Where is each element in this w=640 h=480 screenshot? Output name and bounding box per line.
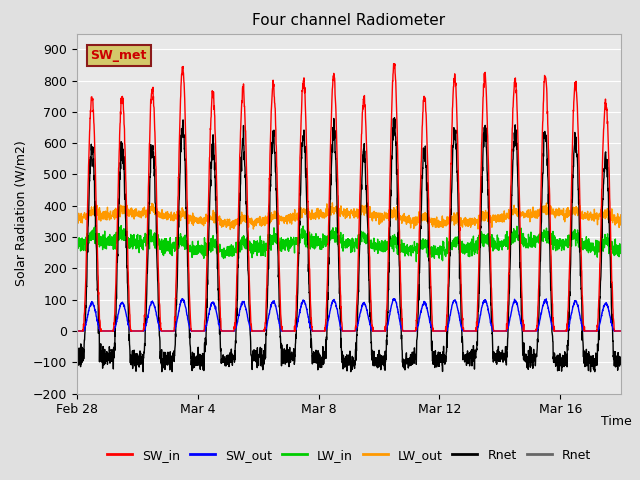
LW_in	[117, 223, 125, 228]
Rnet	[140, 369, 147, 374]
LW_in	[412, 259, 420, 264]
SW_out	[179, 296, 186, 301]
SW_out	[125, 326, 133, 332]
LW_in	[547, 231, 555, 237]
Rnet	[194, 355, 202, 360]
SW_in	[390, 61, 397, 67]
LW_out	[193, 218, 201, 224]
SW_in	[73, 328, 81, 334]
SW_out	[159, 328, 166, 334]
LW_out	[367, 213, 374, 219]
X-axis label: Time: Time	[601, 415, 632, 428]
Line: Rnet: Rnet	[77, 118, 621, 372]
Rnet	[125, 341, 133, 347]
LW_in	[366, 238, 374, 244]
LW_in	[194, 243, 202, 249]
SW_out	[194, 328, 202, 334]
Rnet	[271, 149, 278, 155]
Legend: SW_in, SW_out, LW_in, LW_out, Rnet, Rnet: SW_in, SW_out, LW_in, LW_out, Rnet, Rnet	[102, 444, 596, 467]
Line: LW_out: LW_out	[77, 203, 621, 229]
Rnet	[366, 310, 374, 316]
LW_out	[227, 227, 234, 232]
SW_out	[366, 322, 374, 328]
LW_in	[73, 240, 81, 245]
Line: LW_in: LW_in	[77, 226, 621, 262]
Line: SW_in: SW_in	[77, 64, 621, 331]
LW_out	[159, 215, 166, 221]
Rnet	[547, 284, 555, 289]
LW_in	[126, 242, 134, 248]
SW_in	[617, 328, 625, 334]
SW_in	[193, 328, 201, 334]
SW_in	[547, 239, 554, 245]
Title: Four channel Radiometer: Four channel Radiometer	[252, 13, 445, 28]
LW_out	[547, 208, 555, 214]
LW_out	[125, 210, 133, 216]
Rnet	[390, 115, 398, 120]
SW_out	[547, 318, 554, 324]
LW_out	[328, 200, 336, 206]
SW_out	[617, 328, 625, 334]
SW_out	[73, 328, 81, 334]
Rnet	[159, 361, 166, 367]
LW_in	[271, 234, 278, 240]
LW_out	[73, 216, 81, 221]
Text: SW_met: SW_met	[90, 49, 147, 62]
SW_out	[271, 299, 278, 305]
Rnet	[73, 351, 81, 357]
SW_in	[366, 270, 374, 276]
LW_in	[617, 245, 625, 251]
LW_in	[159, 246, 166, 252]
SW_in	[270, 94, 278, 99]
LW_out	[271, 208, 278, 214]
Y-axis label: Solar Radiation (W/m2): Solar Radiation (W/m2)	[14, 141, 27, 287]
SW_in	[159, 328, 166, 334]
LW_out	[617, 212, 625, 217]
Line: SW_out: SW_out	[77, 299, 621, 331]
SW_in	[125, 307, 133, 313]
Rnet	[617, 361, 625, 367]
